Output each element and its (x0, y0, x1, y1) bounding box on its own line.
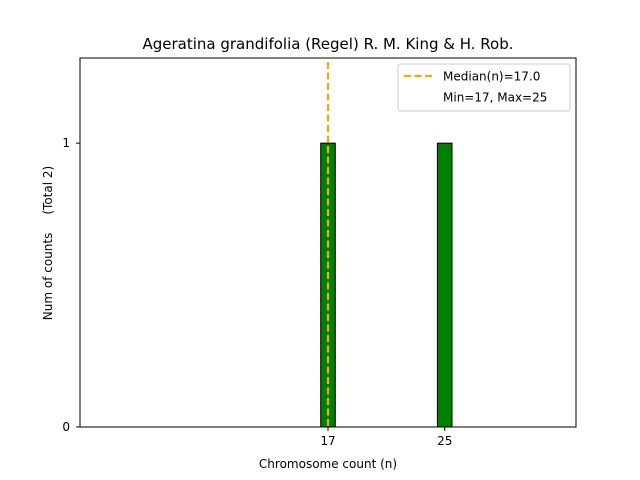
chart-title: Ageratina grandifolia (Regel) R. M. King… (142, 35, 513, 53)
y-tick-label-0: 0 (62, 420, 70, 434)
x-tick-label-25: 25 (437, 434, 452, 448)
y-axis-label: Num of counts (Total 2) (41, 166, 55, 320)
legend-median-label: Median(n)=17.0 (443, 70, 540, 84)
legend: Median(n)=17.0 Min=17, Max=25 (397, 63, 571, 112)
legend-range-label: Min=17, Max=25 (443, 91, 547, 105)
y-axis-label-total: (Total 2) (41, 166, 55, 215)
legend-box (397, 63, 571, 112)
plot-area: 17 25 0 1 (62, 62, 496, 448)
x-tick-label-17: 17 (320, 434, 335, 448)
bar-25 (436, 142, 453, 428)
y-tick-label-1: 1 (62, 136, 70, 150)
y-axis-label-main: Num of counts (41, 233, 55, 321)
x-axis-label: Chromosome count (n) (259, 457, 397, 471)
plot-frame (79, 57, 577, 428)
